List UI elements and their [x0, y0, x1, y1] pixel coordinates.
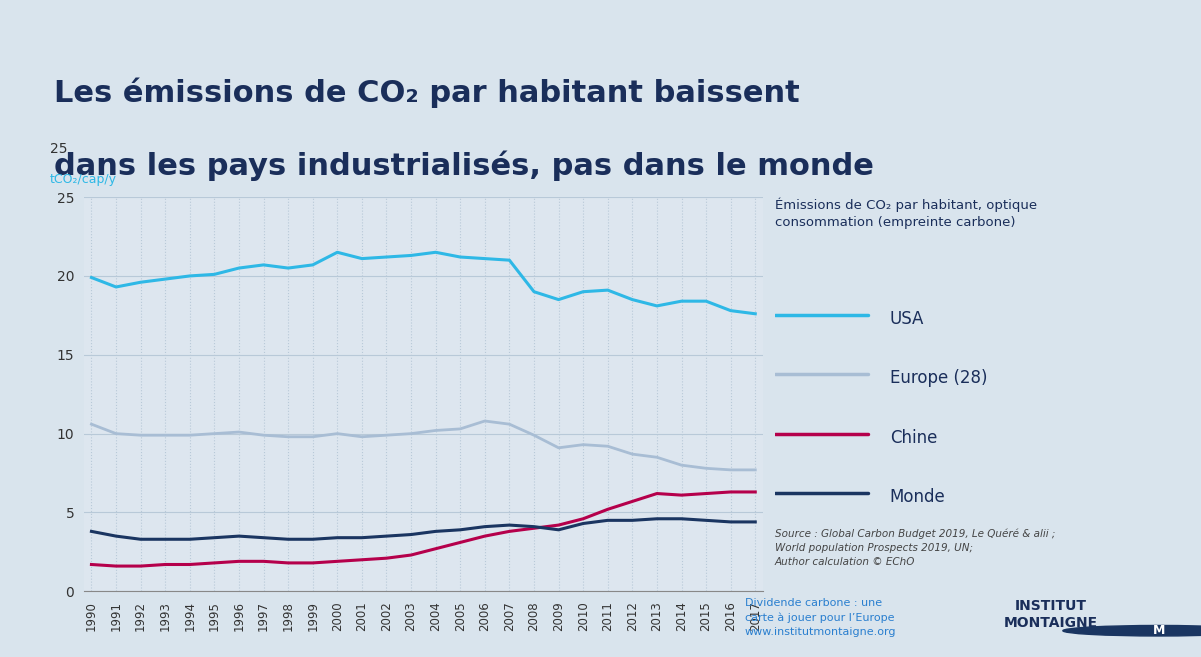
- Text: Les émissions de CO₂ par habitant baissent: Les émissions de CO₂ par habitant baisse…: [54, 78, 800, 108]
- Text: Dividende carbone : une
carte à jouer pour l’Europe
www.institutmontaigne.org: Dividende carbone : une carte à jouer po…: [745, 599, 896, 637]
- Text: Source : Global Carbon Budget 2019, Le Quéré & alii ;
World population Prospects: Source : Global Carbon Budget 2019, Le Q…: [775, 528, 1054, 567]
- Circle shape: [1063, 625, 1201, 636]
- Text: INSTITUT
MONTAIGNE: INSTITUT MONTAIGNE: [1004, 599, 1098, 630]
- Text: Europe (28): Europe (28): [890, 369, 987, 388]
- Text: 25: 25: [50, 142, 67, 156]
- Text: Chine: Chine: [890, 428, 937, 447]
- Text: Émissions de CO₂ par habitant, optique
consommation (empreinte carbone): Émissions de CO₂ par habitant, optique c…: [775, 197, 1036, 229]
- Text: dans les pays industrialisés, pas dans le monde: dans les pays industrialisés, pas dans l…: [54, 151, 874, 181]
- Text: tCO₂/cap/y: tCO₂/cap/y: [50, 173, 118, 187]
- Text: USA: USA: [890, 310, 924, 328]
- Text: M: M: [1153, 624, 1165, 637]
- Text: Monde: Monde: [890, 487, 945, 506]
